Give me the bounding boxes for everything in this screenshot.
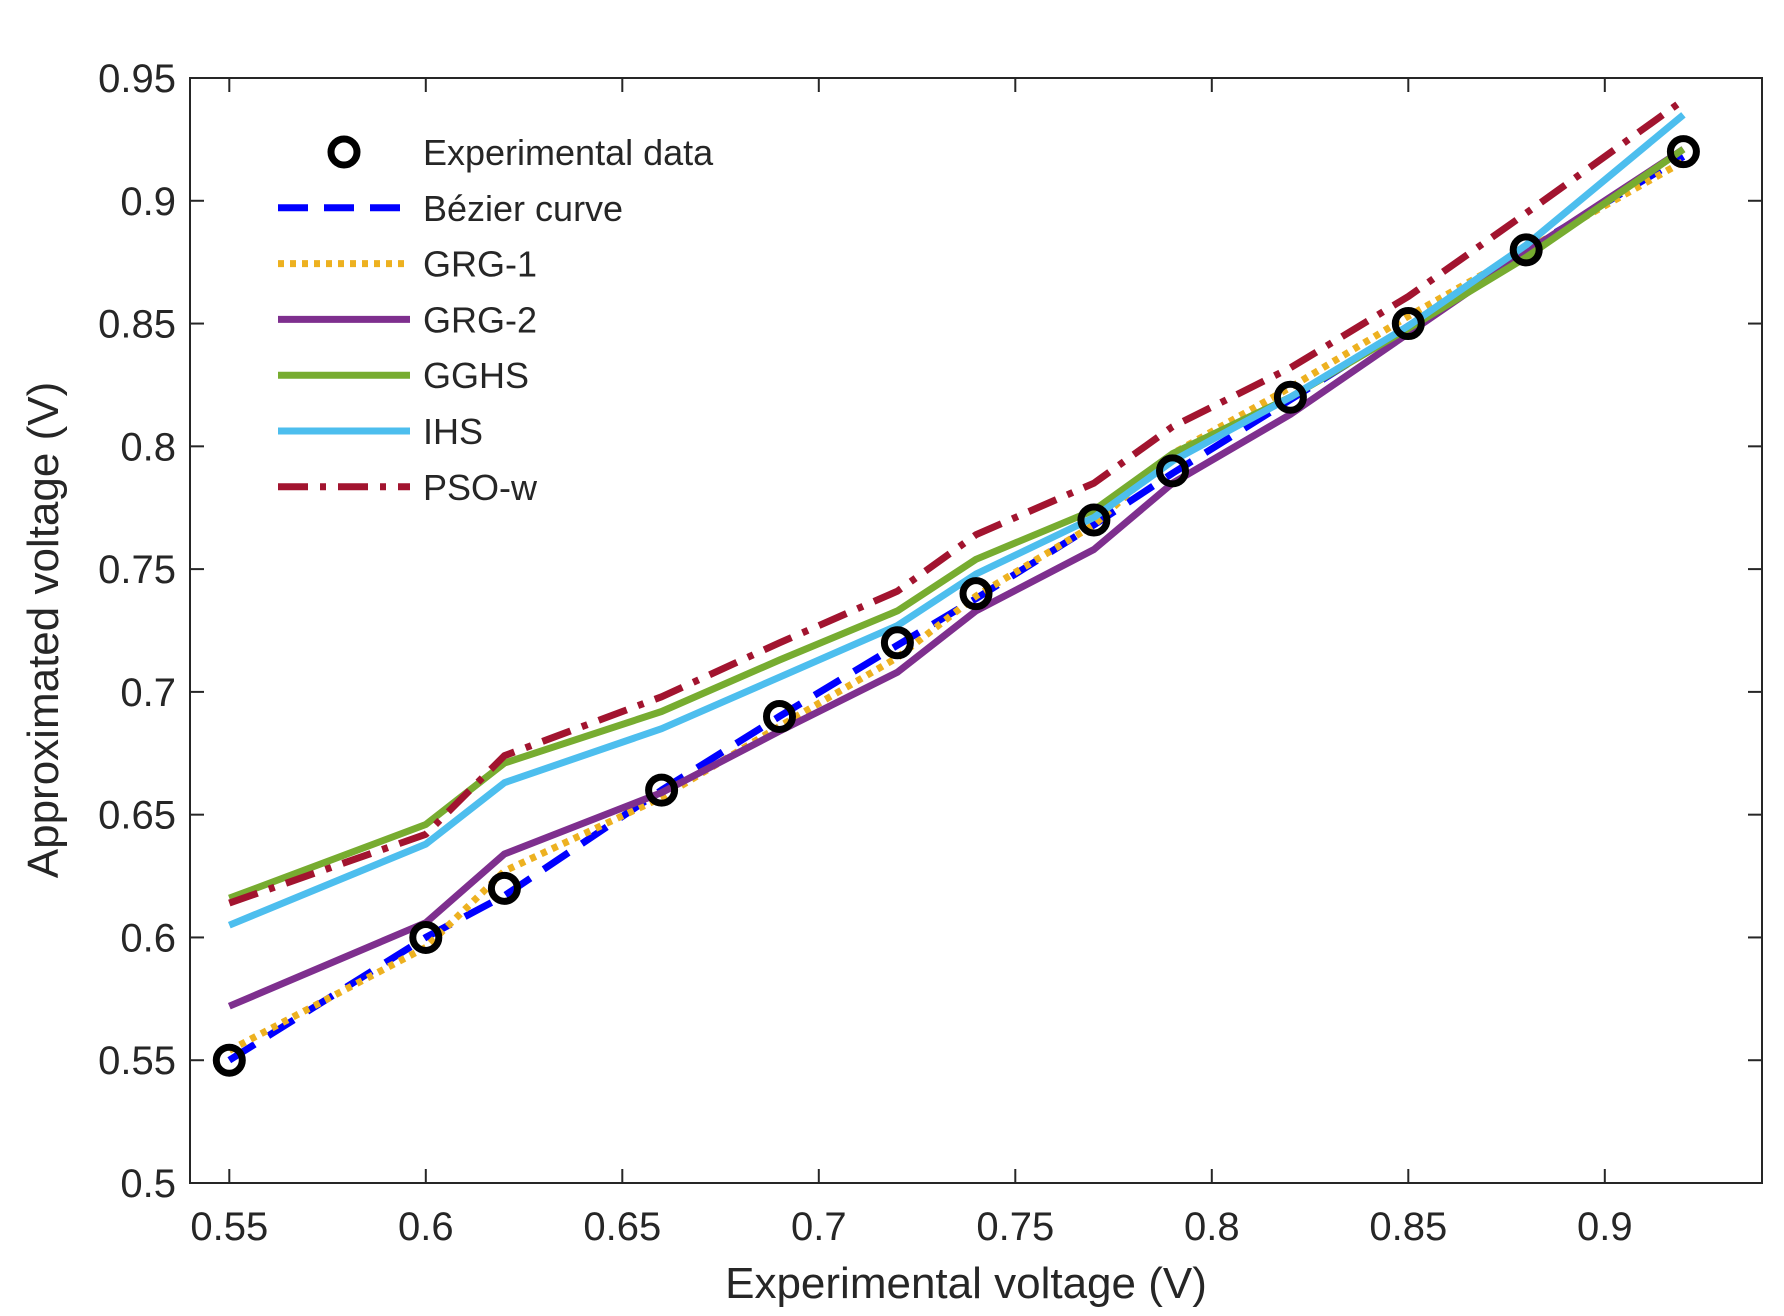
y-tick-label: 0.5	[120, 1162, 176, 1206]
x-tick-label: 0.85	[1369, 1205, 1447, 1249]
x-axis-label: Experimental voltage (V)	[725, 1259, 1207, 1308]
plot-frame	[189, 77, 1763, 1184]
y-tick-label: 0.65	[98, 794, 176, 838]
x-tick-label: 0.6	[398, 1205, 454, 1249]
legend-label: Bézier curve	[423, 188, 623, 229]
legend-entry-pso-w: PSO-w	[278, 467, 538, 508]
x-tick-label: 0.75	[976, 1205, 1054, 1249]
legend-marker	[327, 135, 361, 169]
y-axis-label: Approximated voltage (V)	[19, 382, 68, 878]
legend-entry-experimental-data: Experimental data	[327, 132, 714, 173]
series-line-pso-w	[228, 97, 1686, 907]
data-point-experimental-data	[212, 1043, 246, 1077]
legend-label: PSO-w	[423, 467, 538, 508]
data-point-experimental-data	[1666, 135, 1700, 169]
y-tick-label: 0.8	[120, 425, 176, 469]
legend-entry-bezier-curve: Bézier curve	[278, 188, 623, 229]
x-tick-label: 0.8	[1184, 1205, 1240, 1249]
axes: 0.55 0.6 0.65 0.7 0.75 0.8 0.85 0.9 0.5 0.55 0.6 0.…	[98, 57, 1763, 1249]
data-point-experimental-data	[1273, 380, 1307, 414]
legend: Experimental data Bézier curve GRG-1 GRG-2 G…	[278, 132, 714, 508]
y-tick-label: 0.7	[120, 671, 176, 715]
y-tick-label: 0.85	[98, 303, 176, 347]
data-point-experimental-data	[487, 871, 521, 905]
y-tick-label: 0.95	[98, 57, 176, 101]
legend-entry-gghs: GGHS	[278, 355, 529, 396]
data-point-experimental-data	[880, 626, 914, 660]
x-tick-label: 0.65	[583, 1205, 661, 1249]
series-line-ihs	[227, 112, 1686, 929]
y-tick-label: 0.55	[98, 1039, 176, 1083]
legend-entry-grg-2: GRG-2	[278, 299, 537, 340]
series-line-grg-1	[227, 158, 1686, 1054]
data-point-experimental-data	[1156, 454, 1189, 488]
series-group	[212, 97, 1700, 1077]
data-point-experimental-data	[1391, 307, 1425, 341]
y-tick-label: 0.6	[120, 916, 176, 960]
y-tick-label: 0.75	[98, 548, 176, 592]
data-point-experimental-data	[645, 773, 679, 807]
legend-label: Experimental data	[423, 132, 714, 173]
data-point-experimental-data	[1077, 503, 1111, 537]
legend-label: IHS	[423, 411, 483, 452]
legend-entry-ihs: IHS	[278, 411, 483, 452]
x-tick-label: 0.7	[791, 1205, 847, 1249]
data-point-experimental-data	[1509, 233, 1543, 267]
legend-label: GGHS	[423, 355, 529, 396]
legend-label: GRG-2	[423, 299, 537, 340]
y-tick-label: 0.9	[120, 180, 176, 224]
legend-label: GRG-1	[423, 244, 537, 285]
data-point-experimental-data	[959, 577, 993, 611]
data-point-experimental-data	[763, 699, 796, 733]
x-tick-label: 0.9	[1577, 1205, 1633, 1249]
data-point-experimental-data	[409, 920, 443, 954]
x-tick-label: 0.55	[190, 1205, 268, 1249]
legend-entry-grg-1: GRG-1	[278, 244, 537, 285]
